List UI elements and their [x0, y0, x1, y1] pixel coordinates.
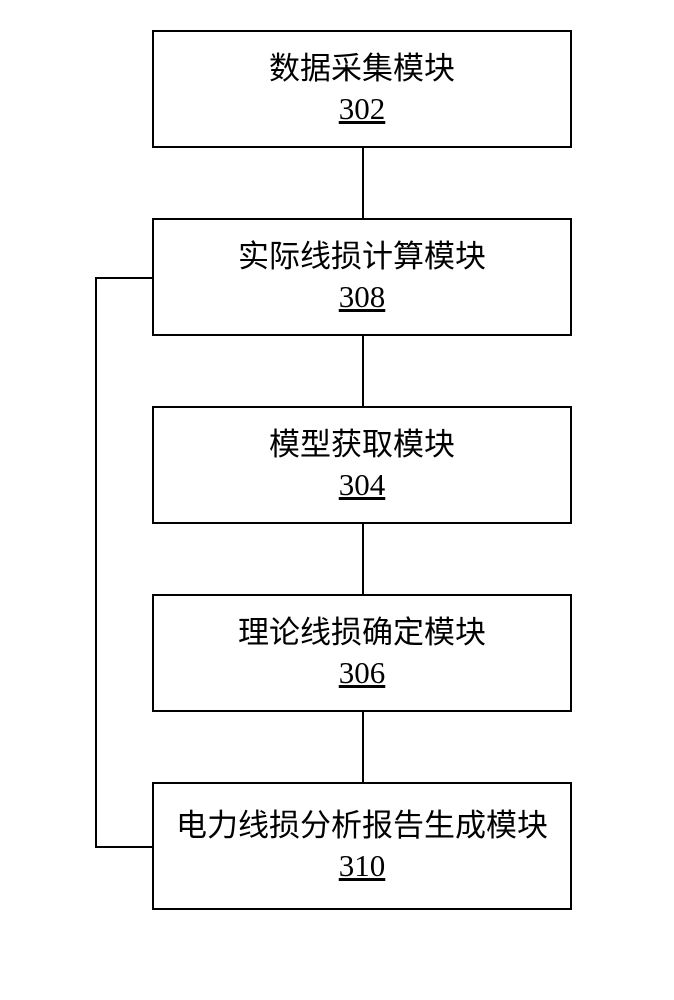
- connector-302-308: [362, 148, 364, 218]
- node-number: 302: [339, 89, 386, 129]
- node-number: 306: [339, 653, 386, 693]
- node-report-generation: 电力线损分析报告生成模块 310: [152, 782, 572, 910]
- node-model-acquisition: 模型获取模块 304: [152, 406, 572, 524]
- node-number: 308: [339, 277, 386, 317]
- node-label: 理论线损确定模块: [238, 613, 486, 653]
- node-theoretical-loss: 理论线损确定模块 306: [152, 594, 572, 712]
- node-number-inline: 310: [339, 848, 386, 883]
- side-connector-v: [95, 277, 97, 848]
- connector-308-304: [362, 336, 364, 406]
- node-label: 数据采集模块: [269, 49, 455, 89]
- node-actual-loss-calc: 实际线损计算模块 308: [152, 218, 572, 336]
- node-number: 304: [339, 465, 386, 505]
- side-connector-top-h: [95, 277, 152, 279]
- flowchart-container: 数据采集模块 302 实际线损计算模块 308 模型获取模块 304 理论线损确…: [0, 30, 674, 970]
- side-connector-bottom-h: [95, 846, 152, 848]
- connector-306-310: [362, 712, 364, 782]
- connector-304-306: [362, 524, 364, 594]
- node-label-text: 电力线损分析报告生成模块: [176, 808, 548, 843]
- node-data-collection: 数据采集模块 302: [152, 30, 572, 148]
- node-label-with-number: 电力线损分析报告生成模块 310: [154, 806, 570, 887]
- node-label: 实际线损计算模块: [238, 237, 486, 277]
- node-label: 模型获取模块: [269, 425, 455, 465]
